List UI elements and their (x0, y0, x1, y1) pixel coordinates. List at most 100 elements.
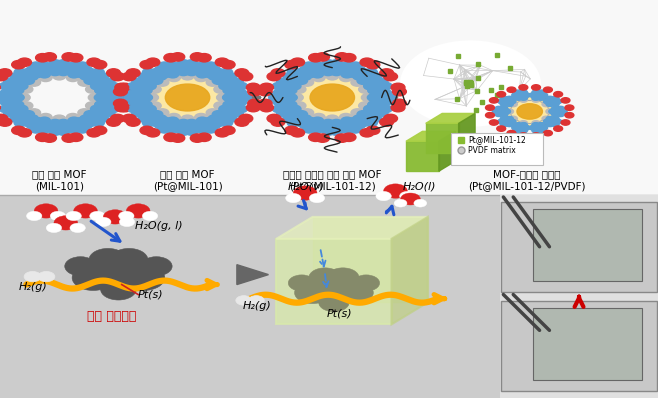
Circle shape (39, 113, 52, 121)
Circle shape (505, 102, 513, 107)
Circle shape (295, 282, 330, 304)
Circle shape (311, 71, 324, 78)
Circle shape (223, 80, 243, 92)
Circle shape (359, 86, 372, 93)
Text: H₂O(l): H₂O(l) (403, 181, 436, 191)
Circle shape (93, 60, 107, 69)
Circle shape (0, 90, 12, 97)
Circle shape (309, 268, 341, 287)
Circle shape (540, 93, 547, 98)
Circle shape (220, 77, 232, 84)
Circle shape (532, 97, 540, 102)
Circle shape (295, 119, 307, 127)
Circle shape (546, 98, 559, 105)
Circle shape (380, 82, 392, 90)
Circle shape (50, 211, 66, 220)
Circle shape (557, 106, 565, 111)
Circle shape (30, 119, 51, 131)
Circle shape (291, 58, 305, 66)
Circle shape (551, 122, 559, 127)
Circle shape (231, 78, 243, 85)
Circle shape (140, 110, 152, 117)
Circle shape (309, 193, 324, 203)
Circle shape (126, 204, 150, 218)
Circle shape (515, 123, 522, 127)
Circle shape (0, 98, 12, 105)
Circle shape (49, 119, 61, 127)
Circle shape (76, 117, 88, 124)
FancyBboxPatch shape (533, 209, 642, 281)
Circle shape (565, 113, 574, 118)
Circle shape (178, 62, 197, 74)
Circle shape (497, 126, 505, 131)
Circle shape (92, 68, 104, 76)
Circle shape (22, 77, 34, 84)
Circle shape (330, 68, 342, 76)
Circle shape (140, 94, 153, 101)
Circle shape (26, 121, 38, 129)
Circle shape (30, 126, 42, 133)
Circle shape (414, 199, 427, 207)
Circle shape (12, 110, 24, 117)
Circle shape (91, 82, 103, 90)
Circle shape (289, 105, 301, 113)
Circle shape (118, 211, 134, 220)
Circle shape (220, 111, 232, 118)
Circle shape (14, 68, 26, 76)
Circle shape (341, 119, 361, 131)
Circle shape (357, 111, 369, 118)
Circle shape (338, 282, 373, 304)
Circle shape (353, 66, 365, 74)
Circle shape (313, 113, 325, 121)
Circle shape (118, 103, 132, 112)
Circle shape (236, 82, 247, 90)
Circle shape (316, 121, 328, 129)
Circle shape (132, 80, 152, 92)
Circle shape (69, 133, 83, 141)
Circle shape (14, 111, 26, 118)
Circle shape (0, 69, 12, 77)
Circle shape (293, 86, 306, 93)
Circle shape (401, 193, 420, 205)
Circle shape (322, 128, 334, 135)
Circle shape (43, 66, 55, 74)
Circle shape (171, 53, 185, 61)
Circle shape (368, 110, 380, 117)
Circle shape (216, 94, 230, 101)
Circle shape (143, 111, 155, 118)
Circle shape (512, 93, 519, 98)
Circle shape (335, 124, 347, 131)
Circle shape (87, 129, 101, 137)
Circle shape (24, 271, 41, 282)
Circle shape (171, 121, 183, 129)
Circle shape (20, 86, 33, 93)
Circle shape (554, 126, 563, 131)
Circle shape (365, 119, 377, 127)
Circle shape (111, 72, 124, 81)
Circle shape (248, 99, 262, 107)
Circle shape (62, 134, 76, 142)
Circle shape (221, 60, 235, 69)
Circle shape (28, 109, 41, 117)
Circle shape (295, 77, 307, 84)
Circle shape (88, 94, 101, 101)
Circle shape (340, 74, 352, 82)
Polygon shape (313, 217, 428, 302)
Circle shape (268, 94, 280, 101)
Circle shape (155, 73, 167, 80)
Text: Pt(s): Pt(s) (138, 289, 163, 299)
Circle shape (89, 211, 105, 220)
Circle shape (380, 105, 392, 113)
Circle shape (293, 102, 306, 109)
Circle shape (165, 84, 210, 111)
Circle shape (110, 248, 148, 271)
Circle shape (290, 94, 303, 101)
Circle shape (281, 90, 293, 97)
Circle shape (322, 121, 342, 133)
Circle shape (36, 54, 49, 62)
Circle shape (225, 73, 237, 80)
Circle shape (380, 69, 393, 77)
Circle shape (107, 98, 118, 105)
Circle shape (57, 128, 69, 135)
Circle shape (166, 117, 179, 124)
